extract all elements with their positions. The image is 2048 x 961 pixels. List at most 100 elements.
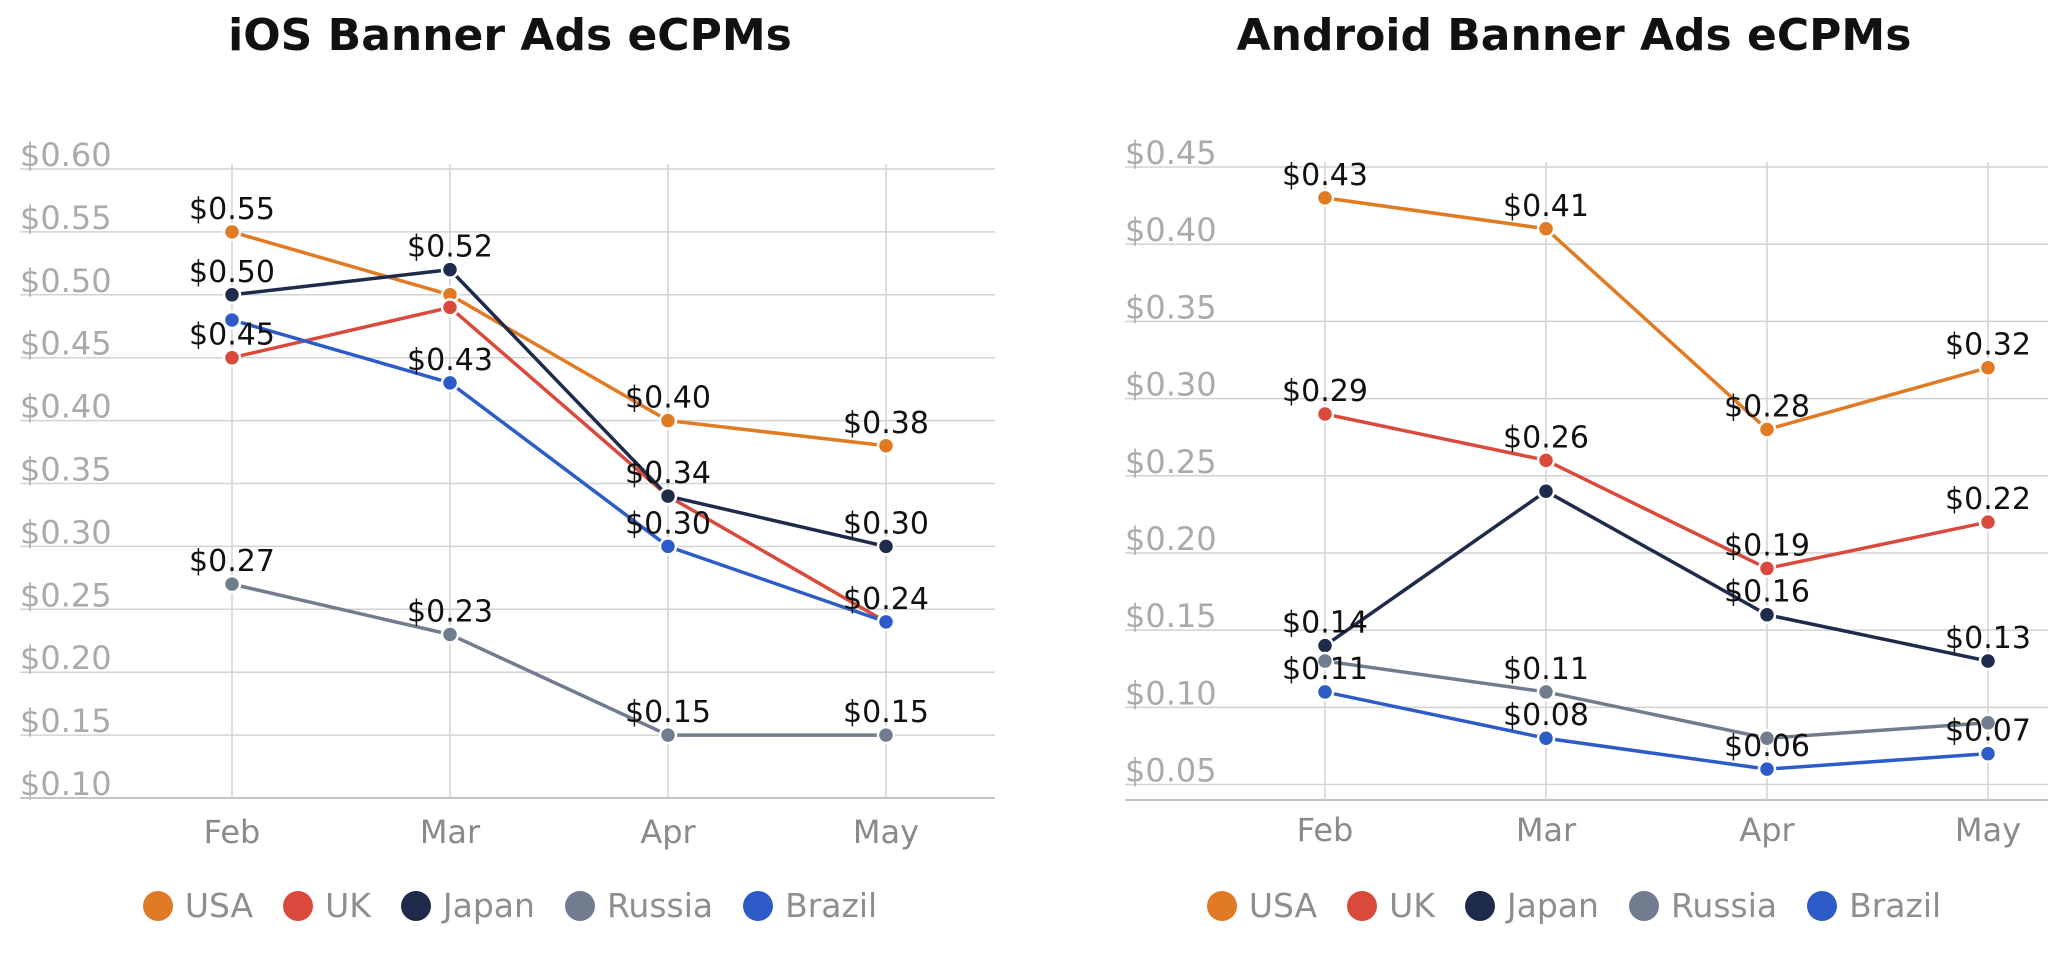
legend-marker (1628, 890, 1659, 921)
x-tick-label: Feb (1297, 811, 1354, 849)
data-label: $0.16 (1724, 575, 1810, 610)
legend-item-russia[interactable]: Russia (564, 886, 714, 925)
data-label: $0.06 (1724, 729, 1810, 764)
legend-label: Japan (1506, 886, 1599, 925)
data-label: $0.43 (1282, 158, 1368, 193)
chart-title: iOS Banner Ads eCPMs (228, 10, 792, 61)
legend-marker (564, 890, 595, 921)
data-point-japan (1757, 605, 1777, 624)
series-line-uk (231, 305, 887, 624)
data-point-uk (1978, 512, 1998, 532)
data-point-russia (876, 725, 896, 745)
data-label: $0.07 (1945, 714, 2031, 749)
data-point-russia (1978, 713, 1998, 733)
legend-item-usa[interactable]: USA (1206, 886, 1318, 925)
legend-item-usa[interactable]: USA (142, 886, 254, 925)
legend-marker (1347, 890, 1378, 921)
data-point-russia (222, 574, 242, 594)
android-chart-panel: Android Banner Ads eCPMs $0.45 $0.40 $0.35… (1100, 0, 2048, 961)
data-label: $0.23 (407, 594, 493, 629)
data-point-brazil (1978, 744, 1998, 763)
x-tick-label: Mar (420, 813, 481, 851)
data-point-russia (1536, 682, 1556, 702)
data-point-japan (658, 486, 678, 506)
y-tick-label: $0.10 (1125, 674, 1217, 712)
android-legend: USA UK Japan Russia Brazil (1100, 886, 2048, 925)
y-tick-label: $0.50 (20, 262, 112, 300)
data-point-uk (1757, 559, 1777, 578)
legend-label: Japan (442, 886, 535, 925)
y-tick-label: $0.40 (1125, 211, 1217, 249)
y-tick-label: $0.35 (20, 451, 112, 489)
data-point-japan (876, 537, 896, 556)
data-label: $0.34 (625, 456, 711, 491)
data-label: $0.24 (843, 582, 929, 617)
y-tick-label: $0.45 (1125, 134, 1217, 172)
series-line-russia (1324, 659, 1989, 741)
data-point-russia (658, 725, 678, 745)
data-point-usa (222, 222, 242, 242)
data-point-brazil (1315, 682, 1335, 702)
legend-label: Brazil (785, 886, 878, 925)
data-point-japan (1536, 481, 1556, 501)
data-label: $0.19 (1724, 528, 1810, 563)
data-point-usa (1757, 420, 1777, 439)
data-point-japan (440, 260, 460, 279)
series-line-japan (1323, 489, 1989, 663)
data-point-brazil (222, 310, 242, 330)
legend-item-japan[interactable]: Japan (1464, 886, 1599, 925)
data-label: $0.50 (189, 255, 275, 290)
legend-label: Russia (606, 886, 714, 925)
data-label: $0.26 (1503, 420, 1589, 455)
data-point-japan (1978, 651, 1998, 671)
legend-item-uk[interactable]: UK (283, 886, 371, 925)
legend-item-japan[interactable]: Japan (400, 886, 535, 925)
ios-legend: USA UK Japan Russia Brazil (0, 886, 1020, 925)
data-label: $0.40 (625, 381, 711, 416)
series-line-usa (1324, 196, 1989, 432)
data-point-uk (440, 298, 460, 317)
data-point-brazil (1536, 728, 1556, 748)
data-label: $0.22 (1945, 482, 2031, 517)
android-line-chart: $0.45 $0.40 $0.35 $0.30 $0.25 $0.20 $0.15 $0.10… (1125, 134, 2048, 849)
data-point-usa (1536, 219, 1556, 239)
series-line-brazil (1324, 690, 1989, 771)
legend-item-russia[interactable]: Russia (1628, 886, 1777, 925)
data-point-usa (1978, 358, 1998, 377)
data-label: $0.13 (1945, 621, 2031, 656)
data-point-russia (1315, 651, 1335, 671)
series-line-brazil (231, 318, 887, 624)
data-label: $0.29 (1282, 374, 1368, 409)
y-tick-label: $0.15 (20, 702, 112, 740)
legend-marker (1464, 890, 1495, 921)
legend-marker (1807, 890, 1838, 921)
legend-item-uk[interactable]: UK (1347, 886, 1435, 925)
data-label: $0.30 (843, 506, 929, 541)
data-point-usa (1315, 188, 1335, 208)
legend-label: UK (325, 886, 371, 925)
data-label: $0.45 (189, 318, 275, 353)
data-point-brazil (1757, 759, 1777, 779)
y-tick-label: $0.25 (20, 576, 112, 614)
data-point-brazil (876, 612, 896, 632)
series-line-japan (231, 267, 887, 549)
legend-label: Brazil (1849, 886, 1942, 925)
ios-line-chart: $0.60 $0.55 $0.50 $0.45 $0.40 $0.35 $0.30 $0.25… (20, 136, 995, 851)
legend-item-brazil[interactable]: Brazil (1807, 886, 1941, 925)
x-tick-label: Apr (1739, 811, 1795, 849)
data-point-uk (1315, 404, 1335, 424)
series-line-usa (231, 230, 887, 448)
legend-item-brazil[interactable]: Brazil (743, 886, 877, 925)
data-point-russia (440, 625, 460, 644)
y-tick-label: $0.40 (20, 388, 112, 426)
legend-label: USA (1248, 886, 1318, 925)
y-tick-label: $0.55 (20, 199, 112, 237)
y-tick-label: $0.60 (20, 136, 112, 174)
y-tick-label: $0.30 (20, 513, 112, 551)
data-point-japan (222, 285, 242, 305)
legend-label: UK (1389, 886, 1435, 925)
x-tick-label: Feb (204, 813, 261, 851)
data-label: $0.30 (625, 506, 711, 541)
legend-label: USA (184, 886, 254, 925)
legend-marker (1206, 890, 1237, 921)
